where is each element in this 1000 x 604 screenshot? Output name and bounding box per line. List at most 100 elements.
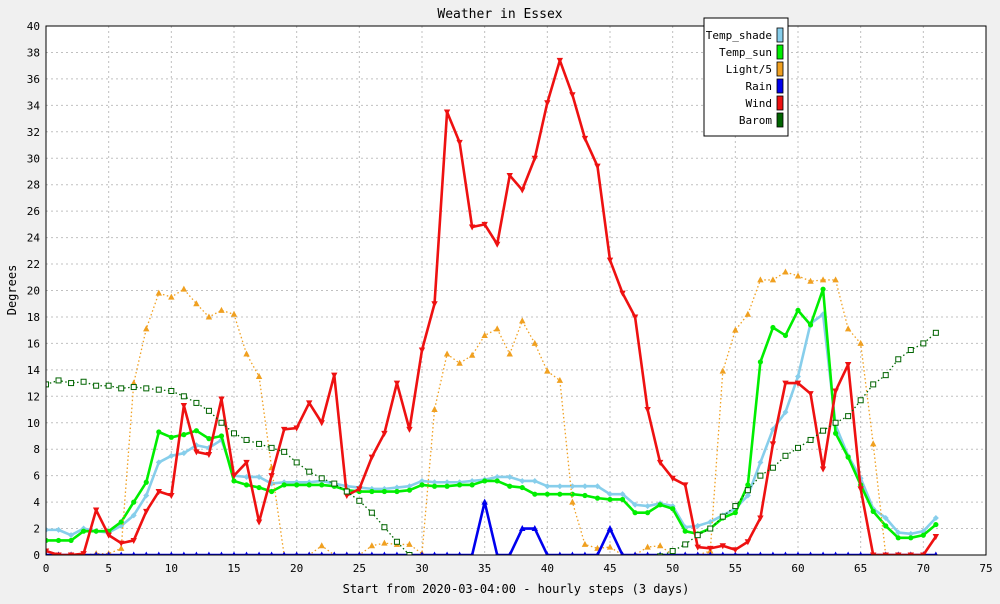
data-point <box>80 551 87 555</box>
data-point <box>556 376 564 383</box>
data-point <box>771 551 775 555</box>
x-tick-label: 65 <box>854 562 867 575</box>
data-point <box>932 514 939 521</box>
data-point <box>845 413 852 420</box>
data-point <box>858 551 863 555</box>
data-point <box>243 436 250 443</box>
data-point <box>394 488 400 495</box>
data-point <box>895 356 902 363</box>
data-point <box>155 386 162 393</box>
data-point <box>532 491 538 497</box>
data-point <box>544 367 551 374</box>
series-line-light-5 <box>46 271 936 555</box>
data-point <box>293 425 300 432</box>
data-point <box>845 454 851 460</box>
data-point <box>406 487 413 493</box>
data-point <box>256 440 263 447</box>
data-point <box>644 407 651 414</box>
data-point <box>607 496 613 503</box>
data-point <box>531 477 538 484</box>
data-point <box>231 478 237 484</box>
data-point <box>606 525 614 532</box>
y-tick-label: 14 <box>27 364 41 377</box>
data-point <box>193 300 200 307</box>
data-point <box>682 482 689 489</box>
data-point <box>645 551 650 555</box>
data-point <box>707 525 714 532</box>
x-tick-label: 45 <box>603 562 616 575</box>
data-point <box>269 488 275 495</box>
data-point <box>395 551 399 555</box>
data-point <box>746 551 750 555</box>
data-point <box>368 454 376 461</box>
y-tick-label: 40 <box>27 20 40 33</box>
data-point <box>218 396 225 403</box>
data-point <box>431 406 438 413</box>
data-point <box>795 373 801 380</box>
data-point <box>619 491 626 498</box>
data-point <box>306 482 312 488</box>
data-point <box>230 310 238 317</box>
legend-label: Temp_shade <box>706 29 772 42</box>
data-point <box>769 441 777 448</box>
x-tick-label: 15 <box>227 562 240 575</box>
data-point <box>557 491 563 497</box>
data-point <box>180 403 188 410</box>
data-point <box>769 276 777 283</box>
data-point <box>895 529 902 536</box>
data-point <box>833 430 839 436</box>
y-tick-label: 38 <box>27 46 40 59</box>
data-point <box>130 537 137 544</box>
data-point <box>131 551 136 555</box>
data-point <box>920 552 927 555</box>
data-point <box>907 530 914 537</box>
data-point <box>569 491 576 497</box>
data-point <box>81 528 87 534</box>
data-point <box>819 276 827 283</box>
data-point <box>669 475 676 482</box>
data-point <box>419 482 425 488</box>
data-point <box>832 276 839 283</box>
data-point <box>934 551 938 555</box>
data-point <box>544 483 551 490</box>
legend-swatch <box>776 44 784 60</box>
data-point <box>431 301 438 308</box>
data-point <box>506 473 513 480</box>
data-point <box>883 523 889 529</box>
y-tick-label: 24 <box>27 232 41 245</box>
data-point <box>782 409 789 416</box>
data-point <box>495 551 500 555</box>
data-point <box>393 484 400 491</box>
data-point <box>507 483 513 489</box>
data-point <box>870 552 877 555</box>
data-point <box>619 496 626 503</box>
data-point <box>168 434 174 440</box>
data-point <box>357 551 362 555</box>
data-point <box>331 480 338 487</box>
data-point <box>255 519 263 526</box>
data-point <box>544 100 551 107</box>
grid <box>46 26 986 555</box>
y-tick-label: 18 <box>27 311 40 324</box>
data-point <box>770 324 776 331</box>
data-point <box>582 492 588 499</box>
data-point <box>694 532 701 539</box>
data-point <box>794 380 802 387</box>
series-layer <box>46 57 940 555</box>
x-tick-label: 20 <box>290 562 303 575</box>
data-point <box>406 483 413 490</box>
data-point <box>820 286 826 292</box>
data-point <box>819 466 827 473</box>
data-point <box>707 518 714 525</box>
data-point <box>368 509 375 516</box>
data-point <box>807 391 814 398</box>
data-point <box>782 268 789 275</box>
data-point <box>870 381 877 388</box>
data-point <box>468 351 476 358</box>
x-tick-label: 60 <box>791 562 804 575</box>
data-point <box>319 551 324 555</box>
data-point <box>293 459 300 466</box>
y-tick-label: 30 <box>27 152 40 165</box>
data-point <box>669 548 676 555</box>
data-point <box>118 385 125 392</box>
